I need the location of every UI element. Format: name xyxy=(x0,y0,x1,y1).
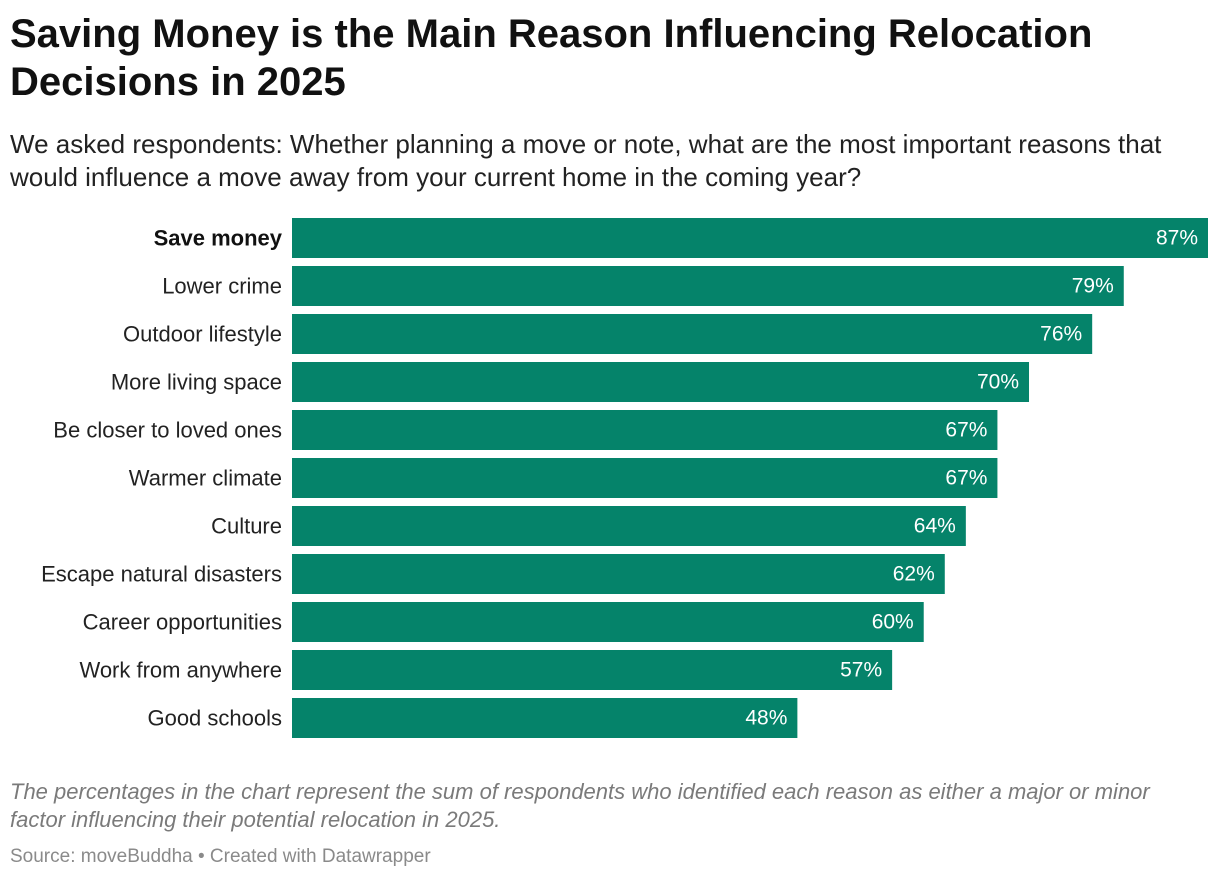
chart-title: Saving Money is the Main Reason Influenc… xyxy=(10,12,1093,104)
category-label: Good schools xyxy=(147,706,282,731)
bar-9 xyxy=(292,650,893,690)
bar-1 xyxy=(292,266,1124,306)
bar-10 xyxy=(292,698,798,738)
value-label: 62% xyxy=(893,563,935,586)
category-label: Lower crime xyxy=(162,274,282,299)
category-label: Career opportunities xyxy=(83,610,282,635)
bar-4 xyxy=(292,410,998,450)
category-label: Work from anywhere xyxy=(79,658,282,683)
bar-chart: Save money 87% Lower crime 79% Outdoor lifes… xyxy=(41,218,1208,738)
bar-2 xyxy=(292,314,1093,354)
value-label: 60% xyxy=(872,611,914,634)
category-label: Culture xyxy=(211,514,282,539)
value-label: 76% xyxy=(1040,323,1082,346)
value-label: 79% xyxy=(1072,275,1114,298)
bar-6 xyxy=(292,506,966,546)
chart-subtitle: We asked respondents: Whether planning a… xyxy=(10,129,1162,192)
chart-note: The percentages in the chart represent t… xyxy=(10,779,1150,832)
category-label: More living space xyxy=(111,370,282,395)
value-label: 64% xyxy=(914,515,956,538)
category-label: Outdoor lifestyle xyxy=(123,322,282,347)
bar-3 xyxy=(292,362,1030,402)
value-label: 67% xyxy=(945,419,987,442)
value-label: 67% xyxy=(945,467,987,490)
bar-0 xyxy=(292,218,1208,258)
value-label: 87% xyxy=(1156,227,1198,250)
bar-8 xyxy=(292,602,924,642)
category-label: Warmer climate xyxy=(129,466,282,491)
chart-source: Source: moveBuddha • Created with Datawr… xyxy=(10,846,431,867)
value-label: 57% xyxy=(840,659,882,682)
category-label: Save money xyxy=(154,226,283,251)
bar-7 xyxy=(292,554,945,594)
value-label: 48% xyxy=(745,707,787,730)
value-label: 70% xyxy=(977,371,1019,394)
bar-5 xyxy=(292,458,998,498)
category-label: Escape natural disasters xyxy=(41,562,282,587)
category-label: Be closer to loved ones xyxy=(53,418,282,443)
